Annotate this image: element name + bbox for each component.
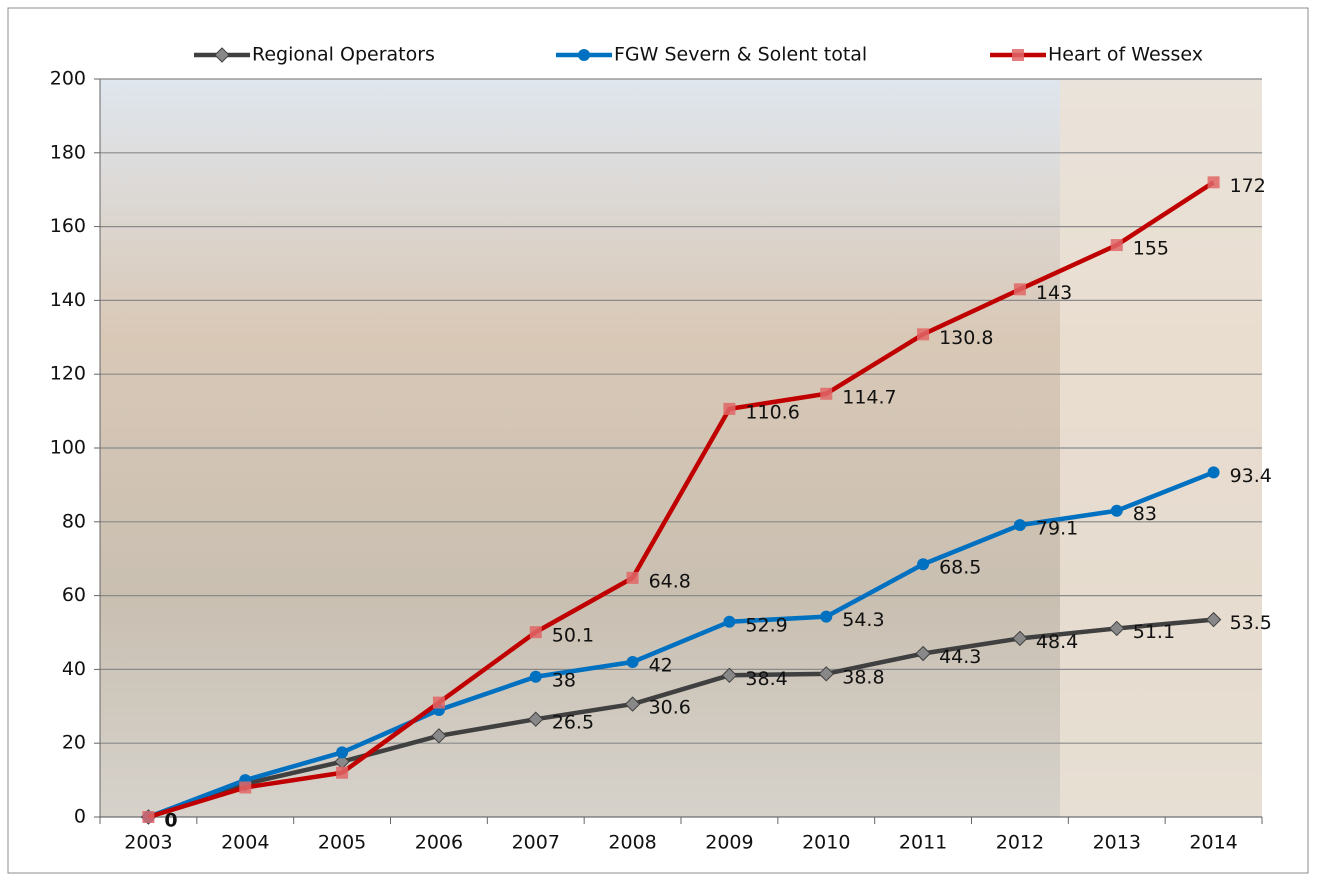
marker: [820, 388, 832, 400]
marker: [336, 767, 348, 779]
marker: [1012, 49, 1024, 61]
data-label: 172: [1230, 175, 1266, 197]
marker: [917, 558, 929, 570]
y-tick-label: 80: [62, 510, 86, 532]
data-label: 38.8: [842, 666, 884, 688]
x-tick-label: 2003: [124, 832, 172, 854]
data-label: 64.8: [649, 570, 691, 592]
legend-label: Regional Operators: [252, 44, 435, 66]
legend-label: FGW Severn & Solent total: [614, 44, 867, 66]
y-tick-label: 140: [50, 289, 86, 311]
legend-label: Heart of Wessex: [1048, 44, 1203, 66]
data-label: 50.1: [552, 625, 594, 647]
x-tick-label: 2011: [899, 832, 947, 854]
data-label: 30.6: [649, 697, 691, 719]
x-tick-label: 2012: [996, 832, 1044, 854]
x-tick-label: 2014: [1189, 832, 1237, 854]
data-label: 130.8: [939, 327, 993, 349]
data-label: 110.6: [745, 401, 799, 423]
data-label: 155: [1133, 238, 1169, 260]
marker: [1208, 176, 1220, 188]
marker: [336, 746, 348, 758]
data-label: 93.4: [1230, 465, 1272, 487]
marker: [530, 626, 542, 638]
marker: [578, 49, 590, 61]
marker: [530, 671, 542, 683]
marker: [1111, 239, 1123, 251]
marker: [239, 781, 251, 793]
x-tick-label: 2008: [608, 832, 656, 854]
y-tick-label: 60: [62, 584, 86, 606]
y-tick-label: 100: [50, 437, 86, 459]
chart: 0 20 40 60 80 100 120 140 160 180 200 2003 2004 2005 2…: [0, 0, 1317, 881]
marker: [1208, 466, 1220, 478]
data-label: 68.5: [939, 557, 981, 579]
marker: [723, 403, 735, 415]
marker: [433, 697, 445, 709]
data-label: 38.4: [745, 668, 787, 690]
data-label: 52.9: [745, 614, 787, 636]
data-label: 143: [1036, 282, 1072, 304]
marker: [917, 328, 929, 340]
marker: [627, 572, 639, 584]
marker: [1111, 505, 1123, 517]
data-label: 114.7: [842, 386, 896, 408]
marker: [1014, 519, 1026, 531]
data-label: 79.1: [1036, 518, 1078, 540]
data-label: 44.3: [939, 646, 981, 668]
marker: [1014, 283, 1026, 295]
data-label: 54.3: [842, 609, 884, 631]
y-tick-label: 20: [62, 732, 86, 754]
x-tick-label: 2009: [705, 832, 753, 854]
y-tick-label: 200: [50, 68, 86, 90]
marker: [723, 616, 735, 628]
marker: [820, 611, 832, 623]
y-tick-label: 40: [62, 658, 86, 680]
x-tick-label: 2010: [802, 832, 850, 854]
y-tick-label: 120: [50, 363, 86, 385]
data-label: 38: [552, 669, 576, 691]
y-tick-label: 180: [50, 141, 86, 163]
x-tick-label: 2013: [1093, 832, 1141, 854]
y-tick-label: 0: [74, 806, 86, 828]
x-tick-label: 2004: [221, 832, 269, 854]
data-label: 53.5: [1230, 612, 1272, 634]
data-label: 42: [649, 655, 673, 677]
x-tick-label: 2006: [415, 832, 463, 854]
marker: [627, 656, 639, 668]
y-tick-label: 160: [50, 215, 86, 237]
data-label: 26.5: [552, 712, 594, 734]
data-label: 51.1: [1133, 621, 1175, 643]
data-label: 48.4: [1036, 631, 1078, 653]
marker: [142, 811, 154, 823]
x-tick-label: 2007: [512, 832, 560, 854]
data-label: 83: [1133, 503, 1157, 525]
x-tick-label: 2005: [318, 832, 366, 854]
